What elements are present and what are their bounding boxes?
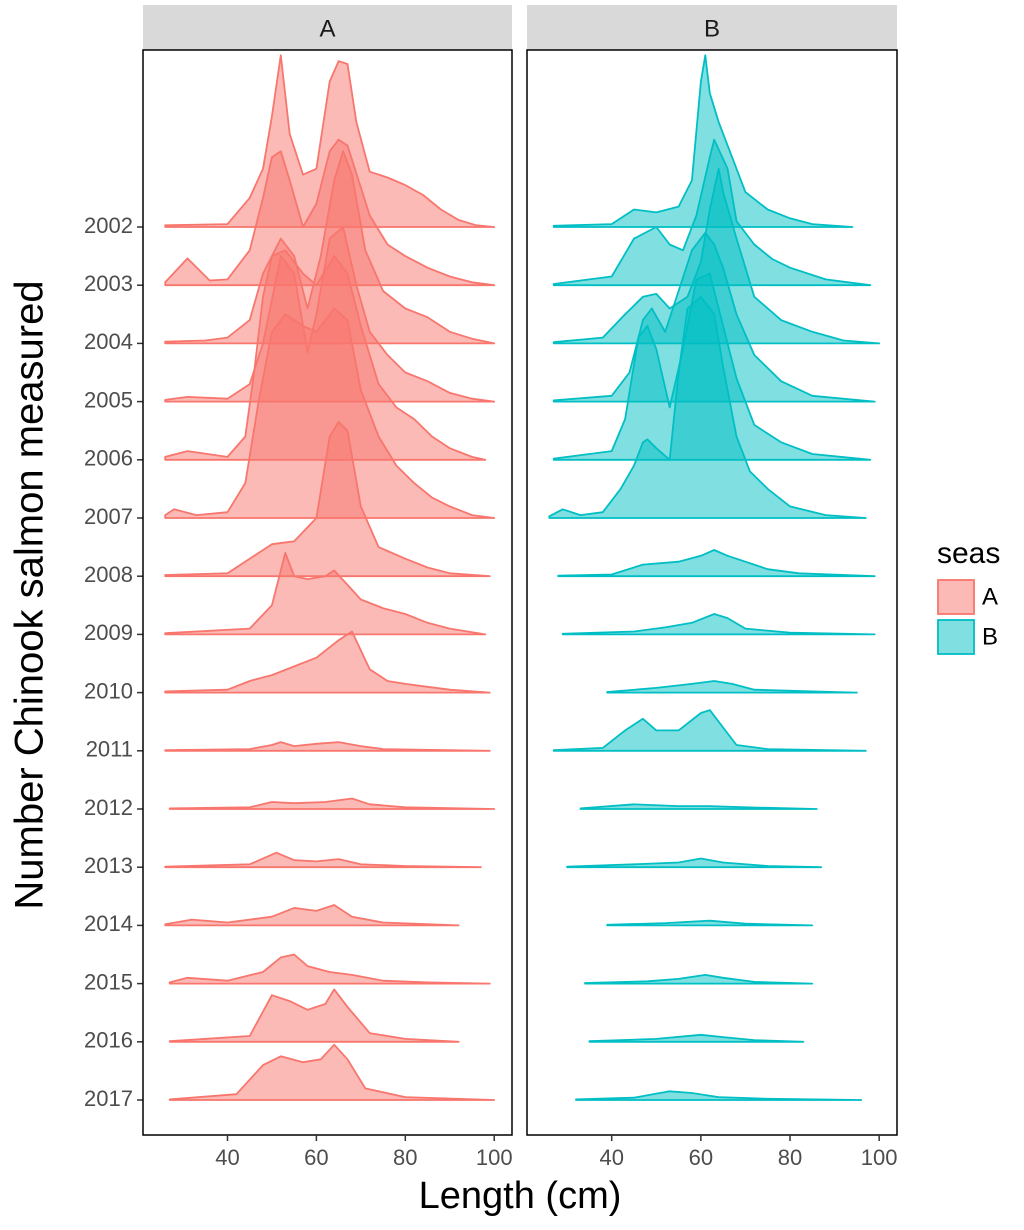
y-tick-label: 2007 xyxy=(84,504,133,529)
y-tick-label: 2008 xyxy=(84,562,133,587)
x-tick-label: 80 xyxy=(393,1145,417,1170)
legend-label: A xyxy=(982,583,998,610)
ridge xyxy=(606,680,858,694)
ridge xyxy=(584,974,814,985)
ridge xyxy=(168,953,491,985)
ridge xyxy=(552,54,854,228)
legend-label: B xyxy=(982,623,998,650)
strip-label: A xyxy=(319,15,335,42)
ridge xyxy=(561,613,876,636)
y-tick-label: 2003 xyxy=(84,271,133,296)
y-tick-label: 2016 xyxy=(84,1028,133,1053)
ridge xyxy=(168,797,496,810)
y-tick-label: 2011 xyxy=(86,737,133,762)
y-tick-label: 2006 xyxy=(84,446,133,471)
ridge xyxy=(164,630,491,694)
legend-key xyxy=(937,579,975,615)
legend-title: seas xyxy=(937,537,1000,570)
ridge xyxy=(168,1043,496,1101)
x-tick-label: 60 xyxy=(304,1145,328,1170)
ridge xyxy=(552,709,867,752)
y-axis-title: Number Chinook salmon measured xyxy=(8,280,52,909)
x-axis-title: Length (cm) xyxy=(419,1175,622,1217)
x-tick-label: 40 xyxy=(215,1145,239,1170)
y-tick-label: 2002 xyxy=(84,213,133,238)
strip xyxy=(527,5,897,50)
y-tick-label: 2014 xyxy=(84,911,133,936)
ridge xyxy=(164,307,496,519)
panel xyxy=(164,54,496,1101)
ridge xyxy=(164,851,482,869)
y-tick-label: 2005 xyxy=(84,387,133,412)
x-tick-label: 80 xyxy=(778,1145,802,1170)
strip xyxy=(143,5,512,50)
x-tick-label: 100 xyxy=(476,1145,513,1170)
ridge xyxy=(164,54,496,228)
ridge xyxy=(164,421,491,578)
ridge xyxy=(168,988,460,1043)
legend-key xyxy=(937,619,975,655)
x-tick-label: 60 xyxy=(689,1145,713,1170)
ridge xyxy=(557,549,876,578)
ridge xyxy=(164,741,491,752)
strip-label: B xyxy=(704,15,720,42)
ridge xyxy=(548,295,867,519)
y-tick-label: 2017 xyxy=(84,1086,133,1111)
y-tick-label: 2012 xyxy=(84,795,133,820)
y-tick-label: 2004 xyxy=(84,329,133,354)
ridge xyxy=(566,857,823,869)
x-tick-label: 40 xyxy=(599,1145,623,1170)
panel-border xyxy=(526,49,898,1136)
y-tick-label: 2013 xyxy=(84,853,133,878)
ridge xyxy=(588,1033,805,1043)
ridge xyxy=(164,552,487,636)
panel xyxy=(548,54,881,1101)
ridge xyxy=(164,904,460,927)
y-tick-label: 2015 xyxy=(84,969,133,994)
x-tick-label: 100 xyxy=(861,1145,898,1170)
y-tick-label: 2010 xyxy=(84,678,133,703)
ridge xyxy=(606,919,814,927)
ridge xyxy=(575,1090,863,1101)
ridge xyxy=(579,803,818,810)
panel-border xyxy=(142,49,513,1136)
y-tick-label: 2009 xyxy=(84,620,133,645)
